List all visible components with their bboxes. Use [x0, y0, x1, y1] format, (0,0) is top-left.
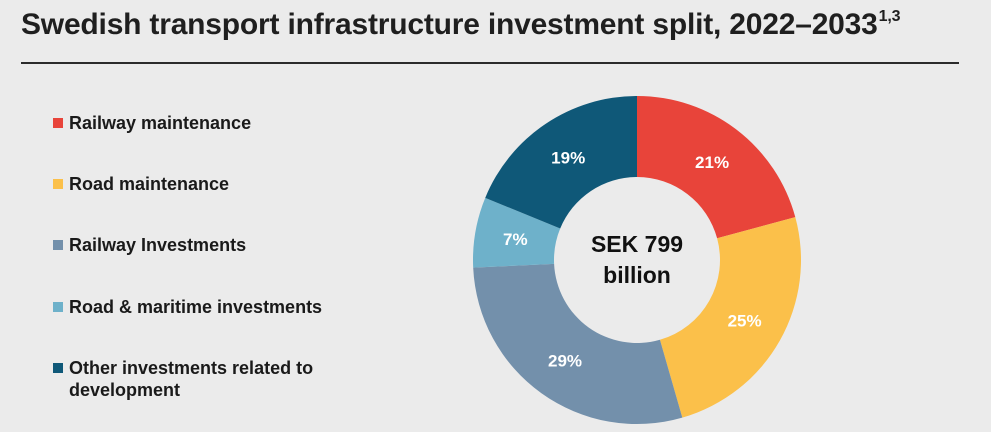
donut-slice-labels: 21% 25% 29% 7% 19%: [503, 148, 762, 370]
legend-item-road-maritime-investments: Road & maritime investments: [53, 296, 369, 318]
legend-swatch-railway-maintenance: [53, 118, 63, 128]
center-label-unit: billion: [603, 262, 671, 288]
legend-label-railway-maintenance: Railway maintenance: [69, 113, 252, 133]
donut-chart: 21% 25% 29% 7% 19% SEK 799 billion: [473, 96, 801, 424]
chart-title-footnote: 1,3: [878, 8, 901, 25]
chart-legend: Railway maintenance Road maintenance Rai…: [53, 0, 393, 427]
legend-item-other-investments: Other investments related to development: [53, 357, 369, 401]
legend-item-railway-maintenance: Railway maintenance: [53, 112, 369, 134]
center-label-amount: SEK 799: [591, 231, 683, 257]
slice-label-road-maintenance: 25%: [728, 312, 762, 331]
title-divider: [21, 62, 959, 64]
legend-item-road-maintenance: Road maintenance: [53, 173, 369, 195]
legend-swatch-road-maritime-investments: [53, 302, 63, 312]
slice-label-railway-maintenance: 21%: [695, 153, 729, 172]
legend-label-road-maritime-investments: Road & maritime investments: [69, 297, 323, 317]
donut-slice-railway-maintenance: [637, 96, 796, 239]
legend-label-railway-investments: Railway Investments: [69, 235, 247, 255]
slice-label-road-and-maritime-investments: 7%: [503, 230, 528, 249]
legend-label-road-maintenance: Road maintenance: [69, 174, 230, 194]
legend-swatch-other-investments: [53, 363, 63, 373]
slice-label-other-investments-related-to-development: 19%: [551, 148, 585, 167]
chart-title-text: Swedish transport infrastructure investm…: [21, 8, 878, 41]
slice-label-railway-investments: 29%: [548, 351, 582, 370]
legend-swatch-railway-investments: [53, 240, 63, 250]
legend-swatch-road-maintenance: [53, 179, 63, 189]
donut-slice-other-investments-related-to-development: [485, 96, 637, 229]
donut-slices: [473, 96, 801, 424]
legend-item-railway-investments: Railway Investments: [53, 234, 369, 256]
legend-label-other-investments: Other investments related to development: [69, 358, 314, 400]
chart-title: Swedish transport infrastructure investm…: [21, 8, 900, 42]
donut-slice-railway-investments: [473, 263, 683, 424]
donut-slice-road-maintenance: [659, 217, 801, 418]
donut-slice-road-and-maritime-investments: [473, 197, 561, 268]
